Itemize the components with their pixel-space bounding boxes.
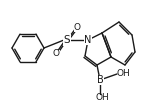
Text: B: B [97,75,103,85]
Text: OH: OH [116,69,130,78]
Text: O: O [73,23,80,32]
Text: S: S [64,35,70,45]
Text: OH: OH [95,93,109,101]
Text: O: O [52,49,59,58]
Text: N: N [84,35,92,45]
